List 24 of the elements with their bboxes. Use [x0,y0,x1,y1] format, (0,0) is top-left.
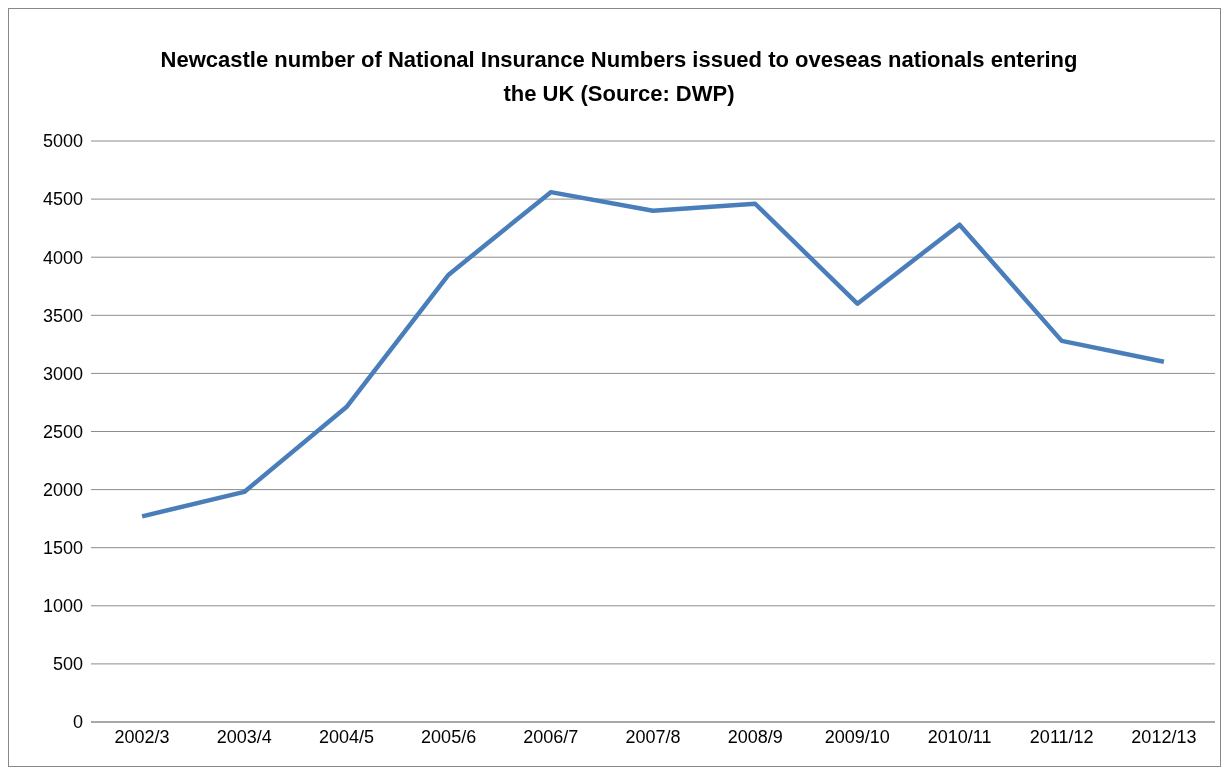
y-tick-label: 3500 [42,305,83,326]
x-tick-label: 2003/4 [216,726,272,747]
x-tick-label: 2011/12 [1029,726,1094,747]
x-tick-label: 2008/9 [727,726,783,747]
line-series [139,189,1167,519]
y-tick-label: 2000 [42,479,83,500]
x-tick-label: 2010/11 [927,726,992,747]
x-tick-label: 2002/3 [114,726,170,747]
y-tick-label: 500 [52,654,83,675]
y-tick-label: 1000 [42,596,83,617]
y-tick-label: 3000 [42,363,83,384]
x-tick-label: 2005/6 [421,726,477,747]
x-tick-label: 2012/13 [1131,726,1197,747]
y-tick-label: 0 [72,712,83,733]
x-tick-label: 2006/7 [523,726,579,747]
y-tick-label: 4000 [42,247,83,268]
chart-title: Newcastle number of National Insurance Numbers issued to oveseas nationals entering the UK (Source: DWP) [159,46,1079,108]
x-tick-label: 2009/10 [824,726,890,747]
x-tick-label: 2007/8 [625,726,681,747]
y-tick-label: 2500 [42,421,83,442]
y-tick-label: 4500 [42,189,83,210]
x-tick-label: 2004/5 [318,726,374,747]
y-tick-label: 1500 [42,538,83,559]
y-tick-label: 5000 [42,131,83,152]
